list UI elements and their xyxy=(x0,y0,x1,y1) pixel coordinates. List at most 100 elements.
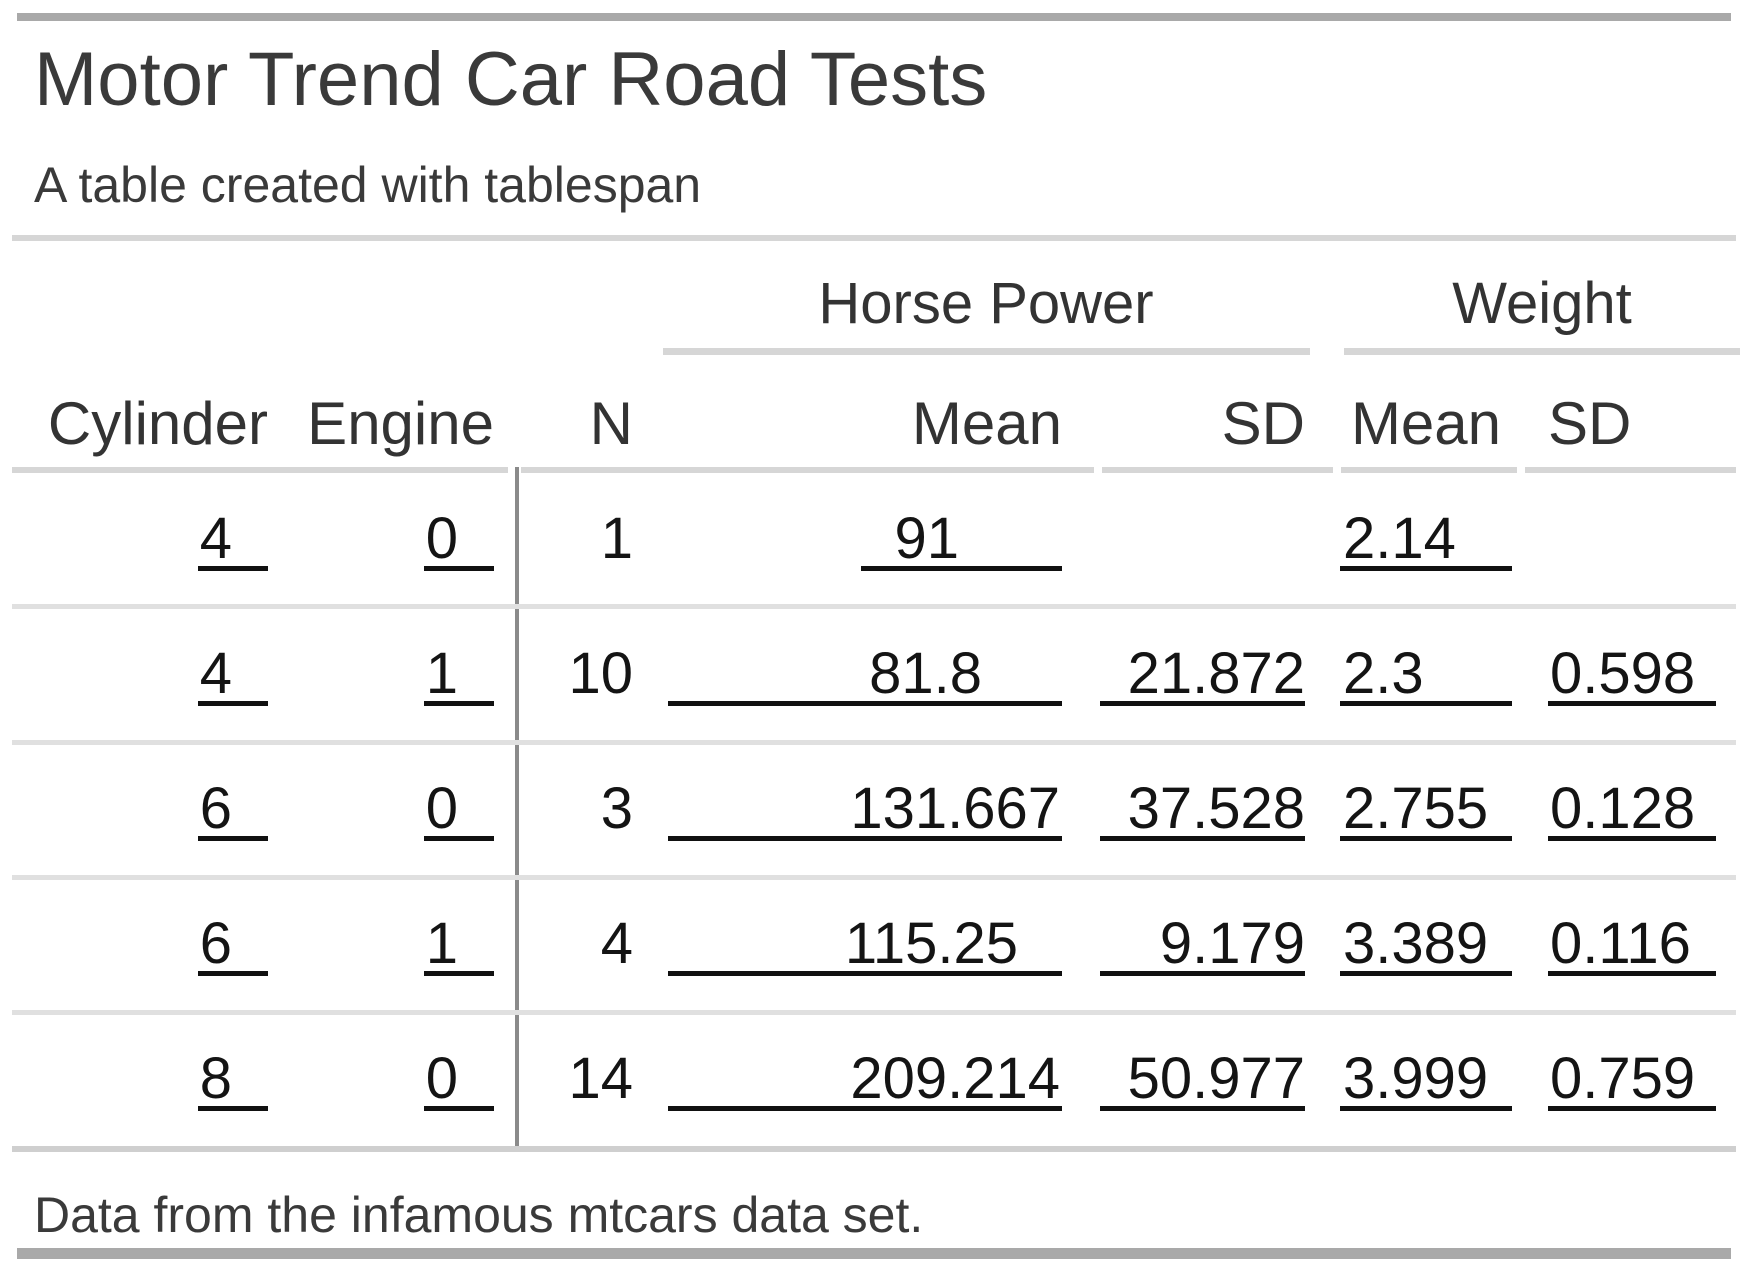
cell-value: 6 xyxy=(198,780,268,841)
spanner-horse-power: Horse Power xyxy=(818,271,1154,336)
header-rule-segment xyxy=(1102,467,1333,473)
table-row: 6 1 4 115.25 9.179 3.389 0.116 xyxy=(0,878,1748,1013)
table-cell: 8 xyxy=(34,1050,268,1111)
cell-value: 50.977 xyxy=(1100,1050,1305,1111)
cell-value: 4 xyxy=(600,911,633,976)
cell-value: 131.667 xyxy=(668,780,1062,841)
table-cell: 0.598 xyxy=(1548,645,1716,706)
column-header-n: N xyxy=(589,390,633,457)
table-cell: 14 xyxy=(494,1046,660,1111)
top-border-bar xyxy=(17,13,1731,21)
cell-value: 4 xyxy=(198,645,268,706)
header-rule-segment xyxy=(12,467,508,473)
table-cell: 2.3 xyxy=(1340,645,1512,706)
cell-value: 6 xyxy=(198,915,268,976)
cell-value: 1 xyxy=(424,645,494,706)
cell-value: 9.179 xyxy=(1100,915,1305,976)
table-footnote: Data from the infamous mtcars data set. xyxy=(34,1187,924,1243)
table-cell: 209.214 xyxy=(668,1050,1062,1111)
spanner-weight: Weight xyxy=(1452,271,1632,336)
cell-value: 3 xyxy=(600,776,633,841)
row-separator xyxy=(12,1010,1736,1015)
table-cell: 0.128 xyxy=(1548,780,1716,841)
bottom-border-bar xyxy=(17,1248,1731,1259)
table-cell: 4 xyxy=(34,645,268,706)
cell-value: 0.116 xyxy=(1548,915,1716,976)
subtitle-rule xyxy=(12,235,1736,241)
column-header-cylinder: Cylinder xyxy=(47,390,268,457)
column-header-hp-sd: SD xyxy=(1221,390,1305,457)
table-row: 6 0 3 131.667 37.528 2.755 0.128 xyxy=(0,743,1748,878)
table-cell: 91 xyxy=(668,510,1062,571)
table-cell: 3.999 xyxy=(1340,1050,1512,1111)
cell-value: 3.389 xyxy=(1340,915,1512,976)
table-title: Motor Trend Car Road Tests xyxy=(34,37,988,122)
table-cell: 2.14 xyxy=(1340,510,1512,571)
cell-value: 4 xyxy=(198,510,268,571)
cell-value: 37.528 xyxy=(1100,780,1305,841)
table-cell: 1 xyxy=(268,915,494,976)
table-cell xyxy=(1548,511,1716,571)
table-cell: 0 xyxy=(268,1050,494,1111)
cell-value: 0.759 xyxy=(1548,1050,1716,1111)
header-rule-segment xyxy=(521,467,1094,473)
table-cell: 1 xyxy=(268,645,494,706)
table-cell: 37.528 xyxy=(1100,780,1305,841)
table-cell: 6 xyxy=(34,780,268,841)
column-header-wt-sd: SD xyxy=(1548,390,1632,457)
spanner-rule-horse-power xyxy=(663,348,1310,355)
table-cell: 0.759 xyxy=(1548,1050,1716,1111)
table-cell: 2.755 xyxy=(1340,780,1512,841)
column-header-hp-mean: Mean xyxy=(911,390,1062,457)
cell-value: 14 xyxy=(568,1046,633,1111)
table-cell: 3 xyxy=(494,776,660,841)
table-cell: 0 xyxy=(268,510,494,571)
column-header-engine: Engine xyxy=(307,390,494,457)
table-cell xyxy=(1100,511,1305,571)
spanner-rule-weight xyxy=(1344,348,1740,355)
table-row: 8 0 14 209.214 50.977 3.999 0.759 xyxy=(0,1013,1748,1148)
table-bottom-rule xyxy=(12,1146,1736,1152)
cell-value: 8 xyxy=(198,1050,268,1111)
cell-value: 2.755 xyxy=(1340,780,1512,841)
cell-value: 10 xyxy=(568,641,633,706)
cell-value: 209.214 xyxy=(668,1050,1062,1111)
table-cell: 81.8 xyxy=(668,645,1062,706)
table-cell: 0 xyxy=(268,780,494,841)
table-cell: 131.667 xyxy=(668,780,1062,841)
cell-value: 0.598 xyxy=(1548,645,1716,706)
table-cell: 10 xyxy=(494,641,660,706)
table-cell: 4 xyxy=(494,911,660,976)
header-row: Cylinder Engine N Mean SD Mean SD xyxy=(0,390,1748,457)
row-separator xyxy=(12,740,1736,745)
table-cell: 21.872 xyxy=(1100,645,1305,706)
table-cell: 0.116 xyxy=(1548,915,1716,976)
header-rule-segment xyxy=(1341,467,1517,473)
cell-value: 0 xyxy=(424,1050,494,1111)
table-cell: 9.179 xyxy=(1100,915,1305,976)
cell-value: 0 xyxy=(424,510,494,571)
table-subtitle: A table created with tablespan xyxy=(34,157,702,213)
table-cell: 4 xyxy=(34,510,268,571)
row-name-divider-line xyxy=(515,467,519,1146)
table-cell: 1 xyxy=(494,506,660,571)
table-cell: 115.25 xyxy=(668,915,1062,976)
row-separator xyxy=(12,875,1736,880)
table-row: 4 1 10 81.8 21.872 2.3 0.598 xyxy=(0,608,1748,743)
cell-value: 115.25 xyxy=(668,915,1062,976)
cell-value: 3.999 xyxy=(1340,1050,1512,1111)
cell-value: 2.3 xyxy=(1340,645,1512,706)
table-cell: 50.977 xyxy=(1100,1050,1305,1111)
table-row: 4 0 1 91 2.14 xyxy=(0,473,1748,608)
header-rule-segment xyxy=(1525,467,1736,473)
cell-value: 91 xyxy=(861,510,1062,571)
table-cell: 6 xyxy=(34,915,268,976)
cell-value: 21.872 xyxy=(1100,645,1305,706)
cell-value: 2.14 xyxy=(1340,510,1512,571)
cell-value: 81.8 xyxy=(668,645,1062,706)
table-cell: 3.389 xyxy=(1340,915,1512,976)
cell-value: 0 xyxy=(424,780,494,841)
cell-value: 1 xyxy=(600,506,633,571)
cell-value: 0.128 xyxy=(1548,780,1716,841)
